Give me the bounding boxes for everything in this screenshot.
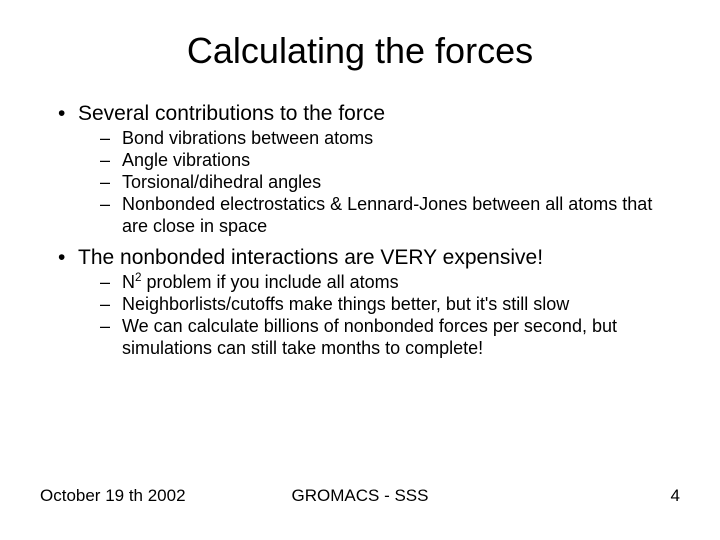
bullet-marker: • [58, 246, 78, 270]
slide: Calculating the forces • Several contrib… [0, 0, 720, 540]
sub-bullet-item: – Neighborlists/cutoffs make things bett… [100, 294, 680, 316]
sub-bullet-item: – Nonbonded electrostatics & Lennard-Jon… [100, 194, 680, 238]
bullet-item: • The nonbonded interactions are VERY ex… [58, 246, 680, 360]
sub-bullet-item: – We can calculate billions of nonbonded… [100, 316, 680, 360]
n-prefix: N [122, 272, 135, 292]
bullet-list: • Several contributions to the force – B… [40, 102, 680, 360]
sub-bullet-item: – N2 problem if you include all atoms [100, 272, 680, 294]
slide-title: Calculating the forces [40, 30, 680, 72]
sub-bullet-text: Bond vibrations between atoms [122, 128, 680, 150]
slide-footer: October 19 th 2002 GROMACS - SSS 4 [40, 486, 680, 506]
sub-bullet-text: Nonbonded electrostatics & Lennard-Jones… [122, 194, 680, 238]
sub-bullet-text: Neighborlists/cutoffs make things better… [122, 294, 680, 316]
slide-content: • Several contributions to the force – B… [40, 102, 680, 360]
dash-marker: – [100, 150, 122, 172]
sub-bullet-text: Torsional/dihedral angles [122, 172, 680, 194]
sub-bullet-item: – Angle vibrations [100, 150, 680, 172]
bullet-text: The nonbonded interactions are VERY expe… [78, 246, 543, 270]
dash-marker: – [100, 194, 122, 216]
sub-bullet-list: – N2 problem if you include all atoms – … [58, 272, 680, 360]
bullet-marker: • [58, 102, 78, 126]
sub-bullet-item: – Bond vibrations between atoms [100, 128, 680, 150]
dash-marker: – [100, 172, 122, 194]
dash-marker: – [100, 272, 122, 294]
sub-bullet-item: – Torsional/dihedral angles [100, 172, 680, 194]
dash-marker: – [100, 316, 122, 338]
sub-bullet-text: N2 problem if you include all atoms [122, 272, 680, 294]
footer-center: GROMACS - SSS [40, 486, 680, 506]
dash-marker: – [100, 294, 122, 316]
sub-bullet-text: We can calculate billions of nonbonded f… [122, 316, 680, 360]
bullet-text: Several contributions to the force [78, 102, 385, 126]
sub-bullet-text: Angle vibrations [122, 150, 680, 172]
dash-marker: – [100, 128, 122, 150]
sub-bullet-list: – Bond vibrations between atoms – Angle … [58, 128, 680, 238]
bullet-item: • Several contributions to the force – B… [58, 102, 680, 238]
n-suffix: problem if you include all atoms [142, 272, 399, 292]
